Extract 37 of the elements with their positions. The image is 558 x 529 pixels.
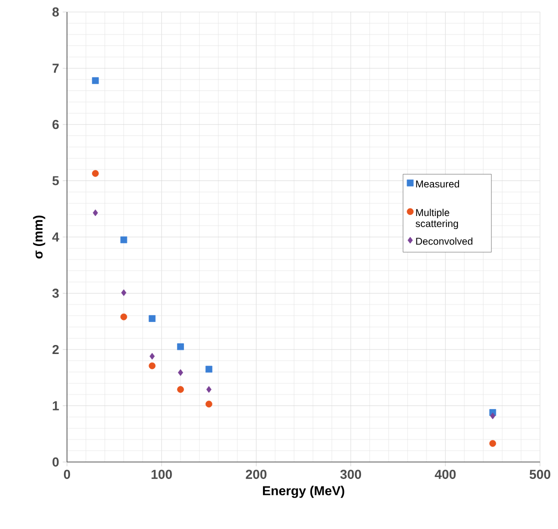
y-tick-label: 8	[52, 7, 59, 17]
y-axis-title: σ (mm)	[33, 216, 46, 259]
point	[92, 77, 99, 84]
point	[178, 369, 184, 376]
point	[120, 236, 128, 244]
x-tick-label: 100	[152, 470, 172, 479]
x-tick-label: 400	[434, 470, 456, 479]
y-tick-label: 1	[52, 401, 59, 410]
y-tick-label: 0	[52, 457, 59, 467]
point	[92, 209, 98, 216]
point	[150, 352, 155, 360]
legend-label: Multiple scattering	[416, 208, 458, 230]
y-tick-label: 7	[52, 64, 59, 73]
point	[148, 362, 156, 370]
point	[120, 313, 128, 320]
y-tick-label: 5	[52, 176, 59, 186]
point	[206, 400, 212, 408]
x-tick-label: 0	[64, 470, 70, 479]
y-tick-label: 3	[52, 288, 59, 298]
y-tick-label: 4	[52, 232, 60, 242]
point	[489, 440, 496, 447]
legend-label: Deconvolved	[416, 237, 472, 245]
point	[206, 386, 212, 393]
y-tick-label: 6	[52, 120, 59, 130]
y-tick-label: 2	[52, 344, 59, 354]
point	[148, 315, 156, 322]
point	[177, 343, 184, 350]
legend-label: Measured	[416, 180, 460, 188]
x-axis-title: Energy (MeV)	[262, 486, 344, 498]
point	[92, 170, 99, 177]
x-tick-label: 300	[340, 470, 362, 479]
point	[121, 289, 126, 296]
x-tick-label: 500	[530, 470, 550, 479]
point	[177, 386, 184, 393]
x-tick-label: 200	[246, 470, 266, 479]
point	[206, 366, 212, 373]
point	[490, 412, 496, 420]
